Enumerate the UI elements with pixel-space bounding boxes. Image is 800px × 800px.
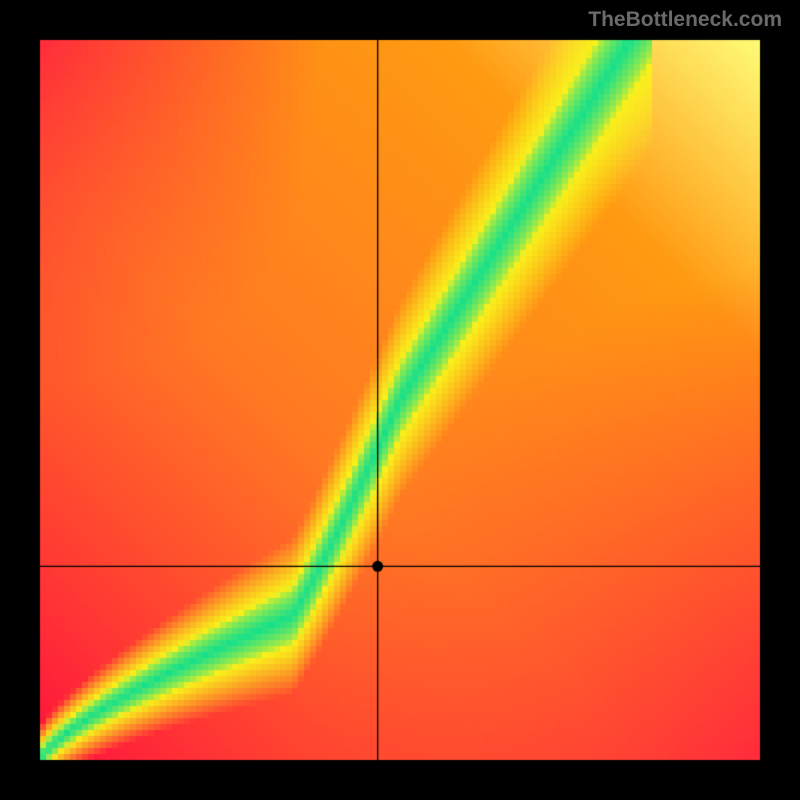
chart-container: TheBottleneck.com [0,0,800,800]
bottleneck-heatmap [0,0,800,800]
watermark-text: TheBottleneck.com [588,8,782,32]
